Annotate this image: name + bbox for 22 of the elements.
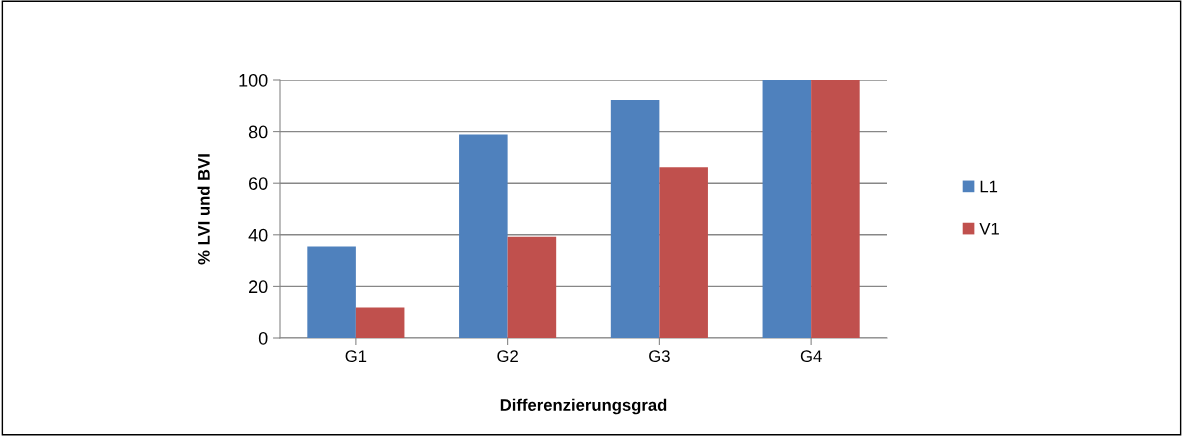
legend-label: L1 — [980, 180, 998, 193]
y-tick-label: 40 — [248, 228, 268, 242]
y-tick-label: 20 — [249, 280, 268, 294]
bar — [811, 80, 860, 338]
y-tick-label: 0 — [258, 331, 268, 345]
x-tick-label: G2 — [497, 350, 518, 363]
bar — [355, 307, 405, 338]
x-tick-label: G3 — [649, 350, 670, 363]
bar — [762, 80, 812, 338]
y-axis-title: % LVI und BVI — [197, 154, 210, 265]
legend-label: V1 — [979, 222, 999, 235]
x-tick-label: G4 — [800, 350, 822, 363]
y-tick-label: 80 — [248, 125, 268, 139]
bar — [507, 236, 557, 338]
bar — [610, 100, 660, 338]
x-axis-title: Differenzierungsgrad — [500, 398, 667, 415]
bar — [307, 246, 356, 338]
y-tick-label: 60 — [249, 177, 268, 190]
bar — [659, 167, 708, 338]
bar — [459, 134, 508, 338]
y-tick-label: 100 — [239, 73, 268, 87]
x-tick-label: G1 — [345, 350, 367, 363]
